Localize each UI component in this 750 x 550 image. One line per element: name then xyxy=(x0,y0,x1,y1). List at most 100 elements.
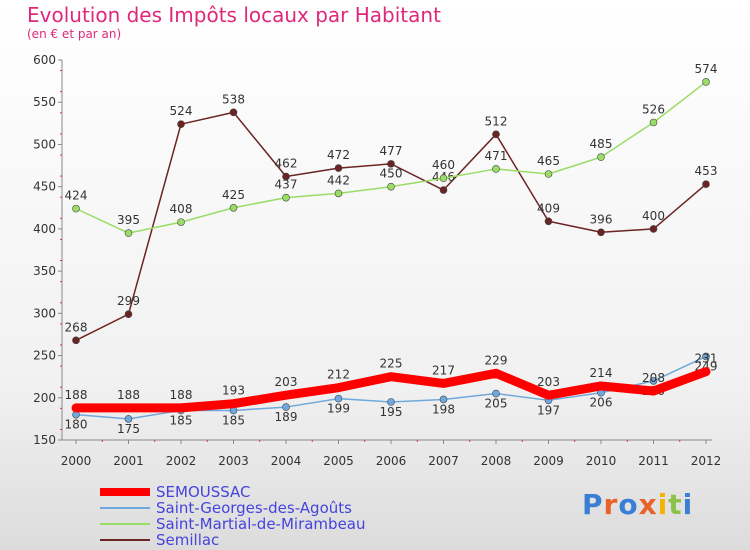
data-label: 465 xyxy=(537,154,560,168)
data-label: 208 xyxy=(642,371,665,385)
data-label: 193 xyxy=(222,384,245,398)
data-label: 409 xyxy=(537,201,560,215)
data-label: 453 xyxy=(695,164,718,178)
data-label: 189 xyxy=(275,410,298,424)
series-line xyxy=(71,367,711,413)
data-point xyxy=(387,160,395,168)
data-label: 175 xyxy=(117,422,140,436)
data-label: 424 xyxy=(65,189,88,203)
data-point xyxy=(334,189,343,198)
data-point xyxy=(72,204,80,213)
data-point xyxy=(649,377,658,385)
y-tick-label: 350 xyxy=(33,264,56,278)
data-point xyxy=(597,228,605,237)
data-label: 188 xyxy=(117,388,140,402)
y-tick-label: 150 xyxy=(33,433,56,447)
data-point xyxy=(124,310,133,318)
legend-swatch xyxy=(100,539,150,541)
data-label: 229 xyxy=(485,353,508,367)
data-label: 268 xyxy=(65,320,88,334)
data-label: 214 xyxy=(590,366,613,380)
data-point xyxy=(229,108,238,117)
data-point xyxy=(177,218,185,226)
y-tick-label: 400 xyxy=(33,222,56,236)
data-point xyxy=(702,78,710,86)
x-tick-label: 2008 xyxy=(481,454,512,468)
data-label: 524 xyxy=(170,104,193,118)
data-label: 538 xyxy=(222,92,245,106)
series-semillac: 268299524538462472477446512409396400453 xyxy=(65,92,718,345)
data-point xyxy=(544,217,553,226)
data-label: 185 xyxy=(170,413,193,427)
legend-label: Semillac xyxy=(156,531,220,549)
data-label: 188 xyxy=(170,388,193,402)
y-tick-label: 250 xyxy=(33,349,56,363)
x-tick-label: 2003 xyxy=(218,454,249,468)
legend-label: SEMOUSSAC xyxy=(156,483,251,501)
data-point xyxy=(334,164,343,172)
data-point xyxy=(387,182,395,191)
data-point xyxy=(387,398,395,406)
data-point xyxy=(282,403,290,411)
y-tick-label: 200 xyxy=(33,391,56,405)
x-tick-label: 2009 xyxy=(533,454,564,468)
x-tick-label: 2006 xyxy=(376,454,407,468)
data-label: 450 xyxy=(380,167,403,181)
data-point xyxy=(282,172,290,181)
data-label: 477 xyxy=(380,144,403,158)
x-tick-label: 2001 xyxy=(113,454,144,468)
data-label: 212 xyxy=(327,368,350,382)
legend-swatch xyxy=(100,507,150,509)
x-tick-label: 2000 xyxy=(61,454,92,468)
data-point xyxy=(492,389,500,398)
data-point xyxy=(702,180,710,188)
data-label: 180 xyxy=(65,418,88,432)
data-label: 195 xyxy=(380,405,403,419)
data-point xyxy=(229,203,238,212)
x-tick-label: 2005 xyxy=(323,454,354,468)
data-label: 462 xyxy=(275,157,298,171)
data-label: 198 xyxy=(432,402,455,416)
data-label: 299 xyxy=(117,294,140,308)
data-point xyxy=(597,153,605,161)
data-point xyxy=(439,174,448,183)
y-tick-label: 450 xyxy=(33,180,56,194)
data-label: 225 xyxy=(380,357,403,371)
data-point xyxy=(282,193,290,202)
data-point xyxy=(649,118,658,127)
data-label: 199 xyxy=(327,402,350,416)
y-tick-label: 300 xyxy=(33,306,56,320)
legend-label: Saint-Georges-des-Agoûts xyxy=(156,499,352,517)
data-point xyxy=(649,225,658,233)
data-label: 188 xyxy=(65,388,88,402)
x-tick-label: 2010 xyxy=(586,454,617,468)
data-point xyxy=(492,130,500,139)
chart-subtitle: (en € et par an) xyxy=(27,27,122,41)
data-label: 206 xyxy=(590,396,613,410)
data-label: 574 xyxy=(695,62,718,76)
data-point xyxy=(124,229,133,237)
data-point xyxy=(544,170,553,178)
series-semoussac: 188 188 188 193 203 212 225 217 229 203 214 208 231 xyxy=(65,352,718,413)
data-label: 231 xyxy=(695,352,718,366)
data-point xyxy=(177,120,185,128)
data-label: 185 xyxy=(222,413,245,427)
data-label: 437 xyxy=(275,178,298,192)
data-label: 460 xyxy=(432,158,455,172)
data-label: 471 xyxy=(485,149,508,163)
chart-title: Evolution des Impôts locaux par Habitant xyxy=(27,3,441,27)
series-saint-martial-de-mirambeau: 424 395 408 425 437 442 450 460 471 465 485 526 574 xyxy=(65,62,718,237)
data-label: 203 xyxy=(537,375,560,389)
data-label: 442 xyxy=(327,173,350,187)
data-label: 472 xyxy=(327,148,350,162)
data-point xyxy=(702,352,710,361)
y-tick-label: 550 xyxy=(33,95,56,109)
data-label: 217 xyxy=(432,363,455,377)
data-point xyxy=(439,395,448,404)
data-label: 205 xyxy=(485,397,508,411)
data-label: 203 xyxy=(275,375,298,389)
data-label: 408 xyxy=(170,202,193,216)
